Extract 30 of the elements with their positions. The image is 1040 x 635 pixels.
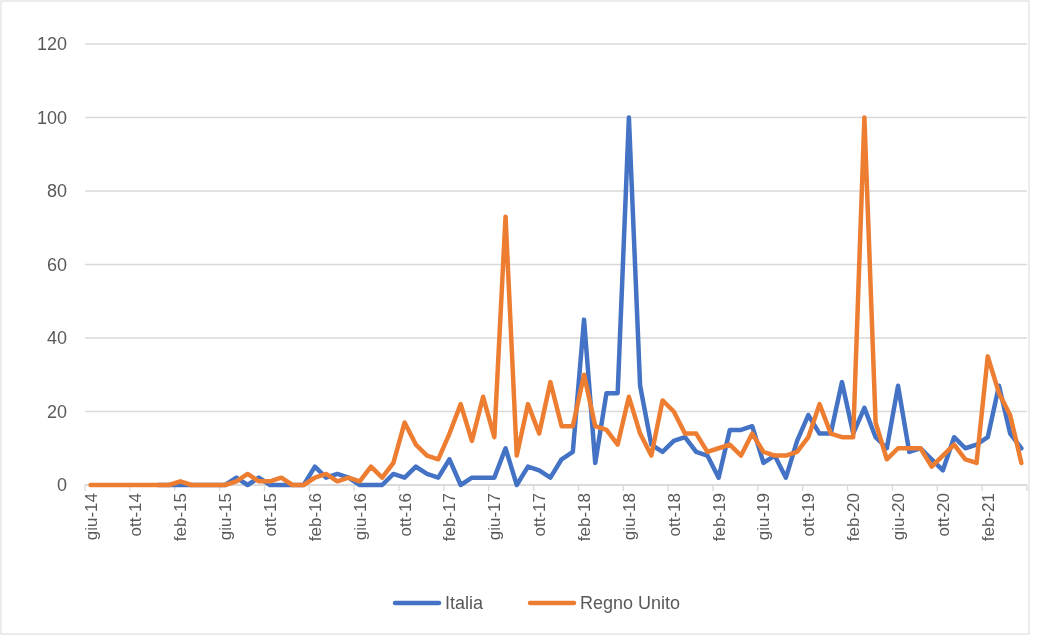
- x-tick-label: feb-19: [709, 493, 729, 542]
- x-tick-label: giu-16: [350, 493, 370, 541]
- x-tick-label: ott-20: [933, 493, 953, 537]
- legend-label: Italia: [445, 593, 485, 614]
- x-tick-label: giu-19: [754, 493, 774, 541]
- x-tick-label: feb-18: [575, 493, 595, 542]
- x-tick-label: feb-21: [978, 493, 998, 542]
- x-tick-label: giu-17: [485, 493, 505, 541]
- x-tick-label: giu-15: [216, 493, 236, 541]
- x-tick-label: feb-17: [440, 493, 460, 542]
- y-tick-label: 120: [36, 34, 67, 55]
- x-tick-label: giu-20: [889, 493, 909, 541]
- x-tick-label: giu-14: [81, 493, 101, 541]
- y-tick-label: 40: [46, 328, 67, 349]
- x-tick-label: ott-15: [261, 493, 281, 537]
- x-tick-label: ott-18: [664, 493, 684, 537]
- x-tick-label: feb-20: [844, 493, 864, 542]
- x-tick-label: giu-18: [619, 493, 639, 541]
- y-tick-label: 0: [56, 475, 67, 496]
- x-tick-label: feb-15: [171, 493, 191, 542]
- x-tick-label: ott-14: [126, 493, 146, 537]
- y-tick-label: 80: [46, 181, 67, 202]
- y-tick-label: 100: [36, 107, 67, 128]
- x-tick-label: ott-19: [799, 493, 819, 537]
- x-tick-label: feb-16: [305, 493, 325, 542]
- x-tick-label: ott-16: [395, 493, 415, 537]
- y-tick-label: 60: [46, 254, 67, 275]
- x-tick-label: ott-17: [530, 493, 550, 537]
- y-tick-label: 20: [46, 401, 67, 422]
- legend-label: Regno Unito: [580, 593, 681, 614]
